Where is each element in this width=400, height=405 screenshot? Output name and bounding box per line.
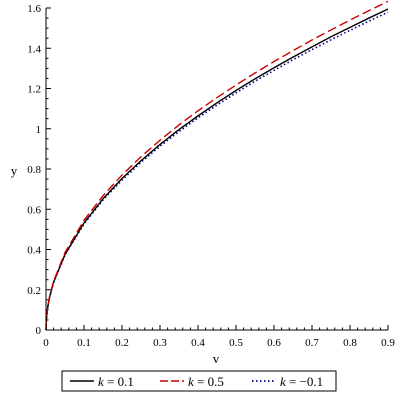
x-tick-label: 0.1 <box>77 337 91 349</box>
y-tick-label: 1.2 <box>27 84 41 96</box>
x-tick-label: 0 <box>43 337 49 349</box>
x-tick-label: 0.3 <box>153 337 167 349</box>
x-tick-label: 0.8 <box>343 337 357 349</box>
axis-ticks <box>45 7 389 331</box>
y-tick-label: 1 <box>36 124 42 136</box>
y-axis-label: y <box>11 163 18 178</box>
x-tick-label: 0.5 <box>229 337 243 349</box>
axes <box>45 8 388 331</box>
legend-value-1: = 0.5 <box>197 374 224 389</box>
x-tick-label: 0.7 <box>305 337 319 349</box>
legend-value-0: = 0.1 <box>107 374 134 389</box>
series-line-0 <box>45 8 389 331</box>
tick-labels: 0 0.1 0.2 0.3 0.4 0.5 0.6 0.7 0.8 0.9 0 0.2 0.4 0.6 0.… <box>27 3 395 349</box>
y-tick-label: 0 <box>36 325 42 337</box>
legend: k = 0.1 k = 0.5 k = −0.1 <box>61 370 337 392</box>
legend-var-0: k <box>98 374 104 389</box>
legend-var-1: k <box>188 374 194 389</box>
legend-var-2: k <box>280 374 286 389</box>
series-line-1 <box>45 0 389 331</box>
x-axis-label: v <box>213 351 220 366</box>
legend-box <box>61 370 337 392</box>
y-tick-label: 0.8 <box>27 164 41 176</box>
x-tick-label: 0.9 <box>381 337 395 349</box>
legend-value-2: = −0.1 <box>289 374 323 389</box>
y-tick-label: 0.4 <box>27 245 41 257</box>
y-tick-label: 1.4 <box>27 43 41 55</box>
y-tick-label: 0.6 <box>27 204 41 216</box>
x-tick-label: 0.2 <box>115 337 129 349</box>
y-tick-label: 0.2 <box>27 285 41 297</box>
x-tick-label: 0.6 <box>267 337 281 349</box>
series-line-2 <box>45 11 389 331</box>
x-tick-label: 0.4 <box>191 337 205 349</box>
y-tick-label: 1.6 <box>27 3 41 15</box>
series-lines <box>45 0 389 331</box>
